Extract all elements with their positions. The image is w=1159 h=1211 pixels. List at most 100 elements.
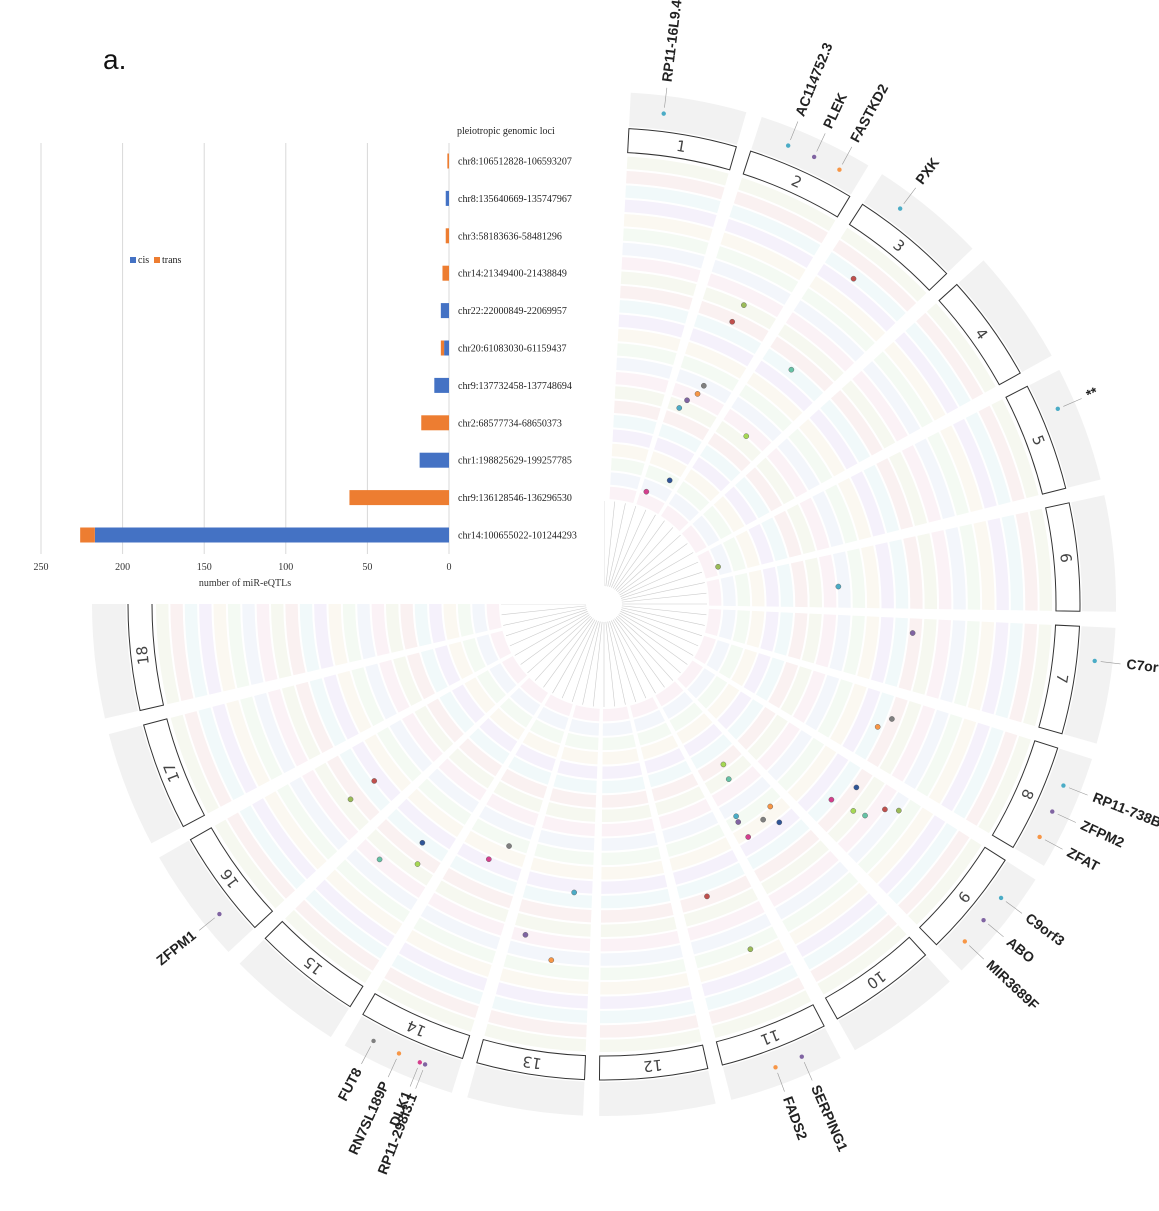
gene-label: FADS2 <box>780 1094 811 1142</box>
track-ring <box>434 645 461 686</box>
track-ring <box>812 491 844 548</box>
track-ring <box>694 926 778 969</box>
track-ring <box>614 386 665 407</box>
track-ring <box>898 830 970 915</box>
track-ring <box>212 703 258 794</box>
track-ring <box>729 205 821 256</box>
gene-label: FUT8 <box>334 1065 365 1104</box>
track-ring <box>718 609 736 640</box>
hub-line <box>617 615 681 674</box>
track-ring <box>991 399 1039 499</box>
chromosome-box-11 <box>715 1004 825 1066</box>
track-ring <box>702 287 776 330</box>
chromosome-label-7: 7 <box>1052 672 1071 684</box>
track-ring <box>981 622 1009 715</box>
category-label: chr8:135640669-135747967 <box>458 194 572 205</box>
track-ring <box>978 405 1025 502</box>
chromosome-label-17: 17 <box>160 760 184 784</box>
hub-line <box>561 620 597 699</box>
bar-cis <box>440 303 449 319</box>
track-ring <box>662 692 693 719</box>
label-band-chr14 <box>344 1016 462 1093</box>
track-ring <box>777 737 825 791</box>
track-ring <box>170 602 194 702</box>
track-ring <box>787 745 837 802</box>
category-labels: chr8:106512828-106593207 chr8:135640669-1… <box>458 157 577 542</box>
gene-label: MIR3689F <box>983 957 1042 1014</box>
circos-point <box>788 366 795 373</box>
gene-leader <box>1057 813 1076 823</box>
track-ring <box>314 602 334 669</box>
track-ring <box>615 371 669 393</box>
hub-line <box>617 534 681 593</box>
track-ring <box>600 987 693 1009</box>
hub-line <box>611 620 647 699</box>
track-ring <box>226 700 270 787</box>
track-ring <box>285 909 372 983</box>
category-label: chr14:100655022-101244293 <box>458 531 577 542</box>
track-ring <box>471 818 531 854</box>
category-label: chr3:58183636-58481296 <box>458 231 562 242</box>
track-ring <box>693 314 762 355</box>
hub-line <box>520 614 590 665</box>
hub-line <box>621 571 703 599</box>
circos-point <box>835 583 842 590</box>
track-ring <box>677 660 703 689</box>
circos-point <box>715 563 721 570</box>
track-ring <box>873 351 933 428</box>
track-ring <box>718 644 744 679</box>
track-ring <box>903 536 923 609</box>
track-ring <box>889 451 928 527</box>
gene-marker <box>217 911 222 917</box>
track-ring <box>774 612 794 656</box>
track-ring <box>499 697 533 728</box>
track-ring <box>420 648 448 693</box>
track-ring <box>1023 624 1052 727</box>
track-ring <box>600 930 680 952</box>
track-ring <box>499 968 589 995</box>
track-ring <box>926 303 996 393</box>
track-ring <box>495 982 588 1009</box>
track-ring <box>522 885 593 908</box>
track-ring <box>804 557 822 608</box>
label-band-chr16 <box>159 840 254 952</box>
label-band-chr11 <box>722 1027 841 1100</box>
track-ring <box>788 428 833 484</box>
track-ring <box>602 748 640 765</box>
track-ring <box>429 603 446 644</box>
track-ring <box>564 732 599 751</box>
panel-label: a. <box>103 44 126 75</box>
track-ring <box>600 1001 696 1024</box>
track-ring <box>829 614 851 672</box>
track-ring <box>837 784 897 853</box>
chromosome-box-2 <box>742 150 851 218</box>
track-ring <box>1015 511 1038 611</box>
track-ring <box>624 199 717 227</box>
circos-point <box>745 834 751 840</box>
track-ring <box>717 691 752 730</box>
track-ring <box>830 683 867 745</box>
track-ring <box>840 227 927 302</box>
track-ring <box>439 691 475 733</box>
track-ring <box>357 603 376 660</box>
track-ring <box>295 681 334 753</box>
track-ring <box>878 815 946 894</box>
label-band-chr10 <box>838 956 950 1051</box>
track-ring <box>901 445 941 523</box>
chromosome-box-15 <box>264 920 364 1008</box>
track-ring <box>978 735 1031 834</box>
track-ring <box>184 711 232 807</box>
track-ring <box>799 419 845 477</box>
track-ring <box>707 433 751 472</box>
track-ring <box>876 458 914 530</box>
track-ring <box>493 781 543 813</box>
track-ring <box>610 472 641 490</box>
track-ring <box>796 893 878 957</box>
track-ring <box>602 762 643 779</box>
track-ring <box>861 545 880 609</box>
circos-point <box>853 784 860 791</box>
label-band-chr1 <box>629 92 747 145</box>
track-ring <box>928 718 977 804</box>
track-ring <box>671 382 724 416</box>
track-ring <box>601 860 665 880</box>
